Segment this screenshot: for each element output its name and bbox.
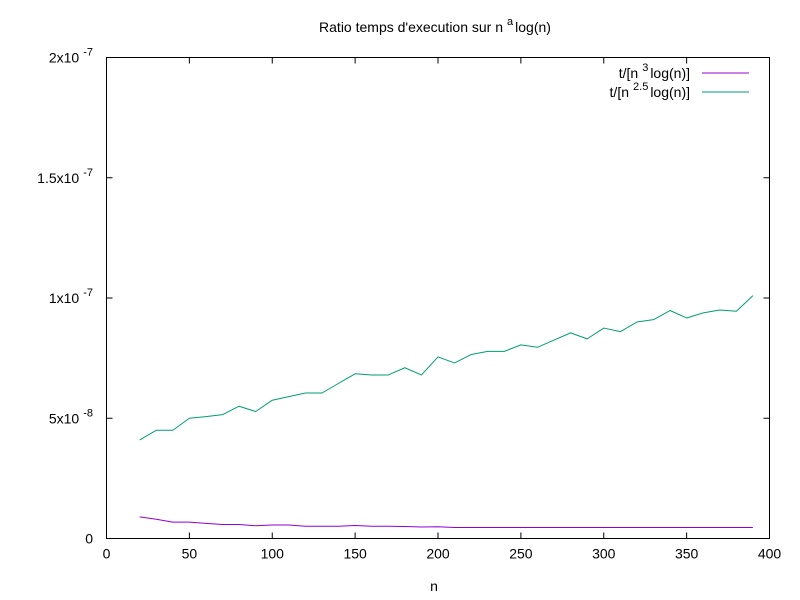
x-tick-label: 400 <box>758 546 782 562</box>
x-tick-label: 200 <box>426 546 450 562</box>
legend-label-text: log(n)] <box>650 84 690 100</box>
legend-label-exponent: 2.5 <box>633 81 648 93</box>
y-tick-label: 0 <box>85 531 93 547</box>
x-axis-label: n <box>430 578 438 594</box>
legend-label-text: t/[n <box>610 84 629 100</box>
x-tick-label: 0 <box>103 546 111 562</box>
legend-label-exponent: 3 <box>642 62 648 74</box>
y-tick-label-base: 1x10 <box>49 290 80 306</box>
series-line-2 <box>139 295 754 441</box>
x-tick-label: 350 <box>675 546 699 562</box>
series-line-1 <box>139 516 753 528</box>
legend-label-1: t/[n 3 log(n)] <box>619 62 690 81</box>
y-tick-label-base: 2x10 <box>49 50 80 66</box>
x-tick-label: 100 <box>261 546 285 562</box>
x-tick-label: 50 <box>182 546 198 562</box>
series-layer <box>139 295 754 528</box>
y-tick-label: 1.5x10 -7 <box>37 167 93 186</box>
legend-label-text: log(n)] <box>650 65 690 81</box>
legend-label-text: t/[n <box>619 65 638 81</box>
y-tick-label-base: 0 <box>85 531 93 547</box>
y-tick-label-base: 1.5x10 <box>37 170 79 186</box>
y-tick-label-exponent: -7 <box>83 167 93 179</box>
y-tick-label-exponent: -8 <box>83 407 93 419</box>
legend: t/[n 3 log(n)]t/[n 2.5 log(n)] <box>610 62 749 100</box>
x-tick-label: 150 <box>343 546 367 562</box>
chart-title: Ratio temps d'execution sur n a log(n) <box>319 16 551 35</box>
x-tick-label: 300 <box>592 546 616 562</box>
y-tick-label: 2x10 -7 <box>49 47 93 66</box>
y-tick-label: 5x10 -8 <box>49 407 93 426</box>
legend-label-2: t/[n 2.5 log(n)] <box>610 81 690 100</box>
x-axis: 0 50 100 150 200 250 300 350 400 <box>103 57 782 562</box>
y-tick-label-exponent: -7 <box>83 47 93 59</box>
y-tick-label-base: 5x10 <box>49 410 80 426</box>
x-tick-label: 250 <box>509 546 533 562</box>
y-tick-label-exponent: -7 <box>83 287 93 299</box>
y-tick-label: 1x10 -7 <box>49 287 93 306</box>
